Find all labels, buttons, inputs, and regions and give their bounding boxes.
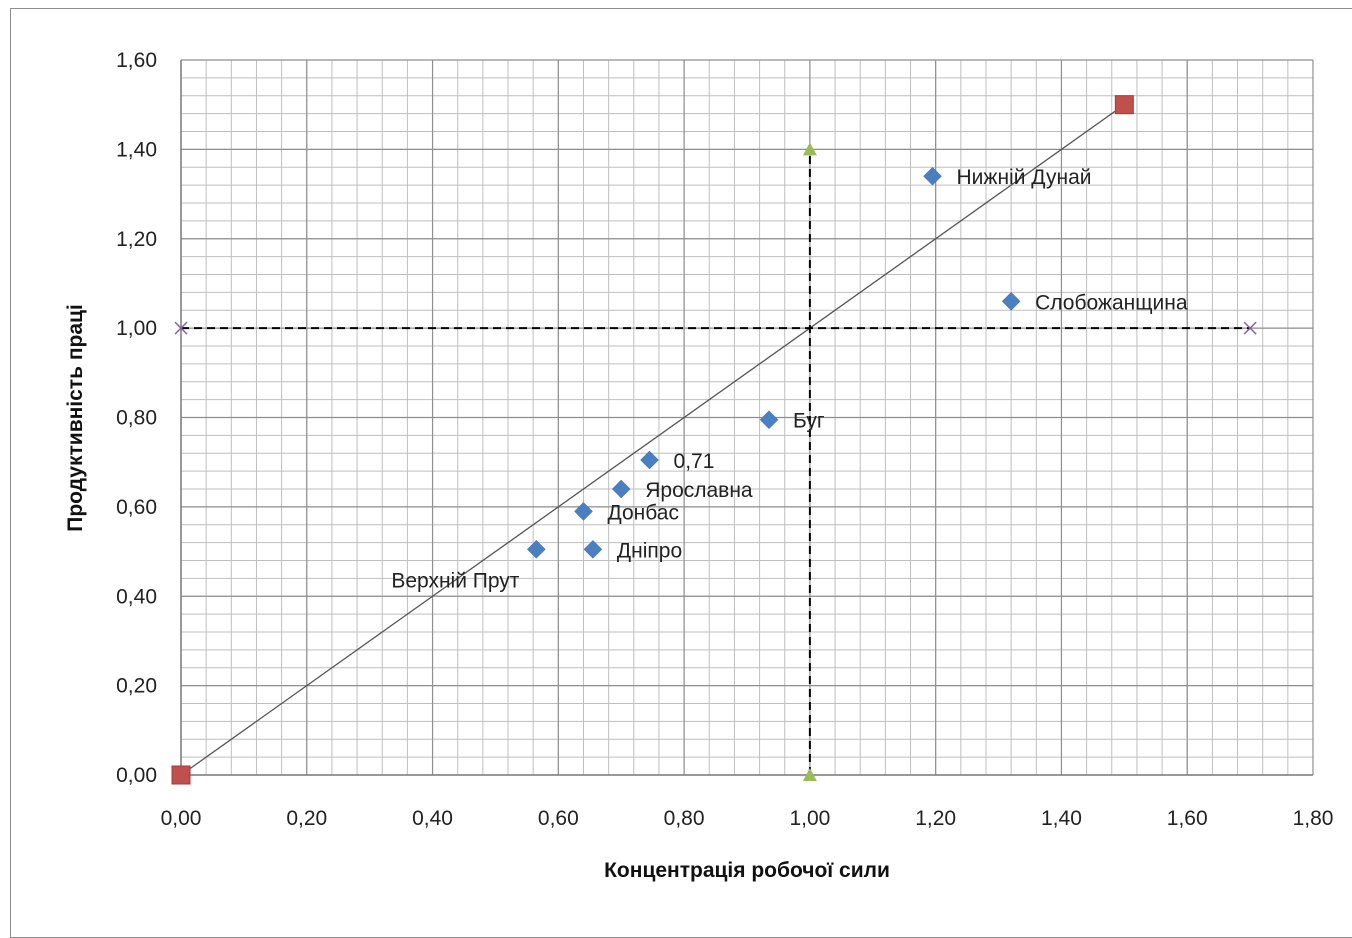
- region-point: [923, 166, 942, 186]
- horizontal-endpoint-marker: [174, 321, 188, 335]
- region-point: [526, 539, 546, 559]
- vertical-endpoint-marker: [802, 142, 817, 156]
- x-tick-label: 0,00: [161, 807, 202, 830]
- data-marks: [171, 95, 1257, 785]
- horizontal-endpoint-marker: [1243, 321, 1257, 335]
- region-point: [759, 410, 779, 430]
- y-tick-label: 1,00: [116, 317, 157, 340]
- grid: [180, 59, 1314, 776]
- x-tick-labels: 0,00 0,20 0,40 0,60 0,80 1,00 1,20 1,40 1,60 1,80: [161, 807, 1334, 830]
- y-tick-label: 0,20: [116, 675, 157, 698]
- region-point: [1001, 291, 1021, 311]
- diagonal-endpoint-marker: [171, 765, 191, 785]
- chart-frame: [10, 8, 1352, 938]
- x-tick-label: 0,40: [412, 807, 453, 830]
- region-label: Дніпро: [617, 539, 682, 562]
- y-tick-label: 0,60: [116, 496, 157, 519]
- region-point: [611, 479, 631, 499]
- region-point: [640, 450, 659, 470]
- vertical-endpoint-marker: [802, 768, 817, 781]
- x-tick-label: 1,00: [789, 807, 830, 830]
- y-tick-label: 0,00: [116, 764, 157, 787]
- y-tick-label: 1,20: [116, 228, 157, 251]
- x-tick-label: 0,20: [286, 807, 327, 830]
- region-label: 0,71: [674, 450, 715, 473]
- region-label: Буг: [793, 410, 825, 433]
- y-tick-label: 0,40: [116, 585, 157, 608]
- y-tick-labels: 0,00 0,20 0,40 0,60 0,80 1,00 1,20 1,40 1,60: [116, 49, 157, 787]
- region-label: Ярославна: [645, 479, 753, 502]
- region-label: Слобожанщина: [1035, 291, 1188, 314]
- y-tick-label: 1,60: [116, 49, 157, 72]
- region-point: [583, 539, 603, 559]
- region-point: [574, 501, 593, 521]
- y-axis-title: Продуктивність праці: [64, 304, 87, 532]
- x-tick-label: 1,20: [915, 807, 956, 830]
- x-tick-label: 0,60: [538, 807, 579, 830]
- reference-lines: [180, 104, 1251, 776]
- x-tick-label: 0,80: [664, 807, 705, 830]
- x-tick-label: 1,60: [1167, 807, 1208, 830]
- region-label: Нижній Дунай: [957, 166, 1092, 189]
- x-tick-label: 1,80: [1293, 807, 1334, 830]
- x-axis-title: Концентрація робочої сили: [604, 859, 890, 882]
- y-tick-label: 0,80: [116, 407, 157, 430]
- diagonal-line: [180, 104, 1125, 776]
- x-tick-label: 1,40: [1041, 807, 1082, 830]
- region-label: Верхній Прут: [391, 569, 519, 592]
- region-label: Донбас: [607, 501, 678, 524]
- diagonal-endpoint-marker: [1114, 95, 1134, 115]
- y-tick-label: 1,40: [116, 138, 157, 161]
